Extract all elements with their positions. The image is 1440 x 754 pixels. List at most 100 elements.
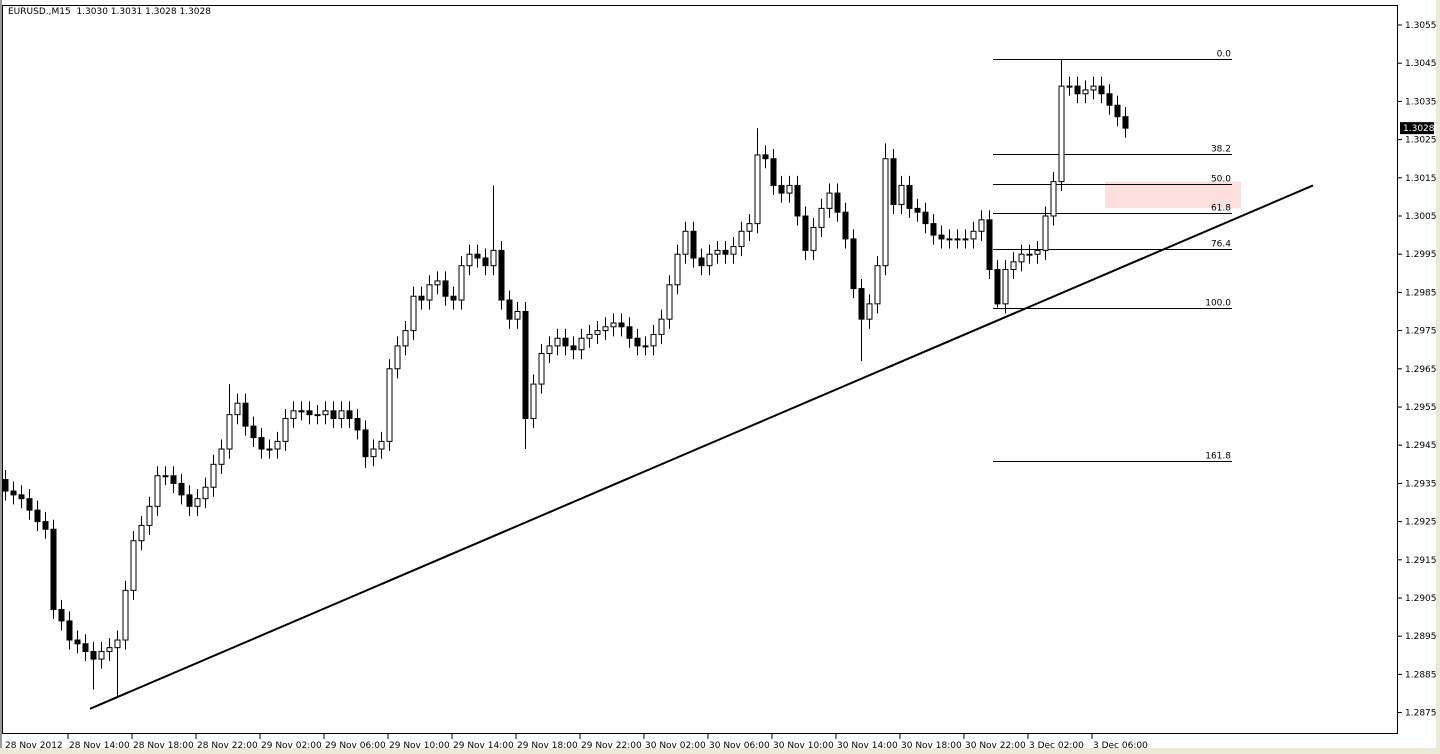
y-tick-label: 1.2895 bbox=[1405, 632, 1437, 642]
plot-frame bbox=[2, 5, 1398, 734]
candle bbox=[394, 336, 401, 379]
symbol-label: EURUSD.,M15 bbox=[8, 7, 71, 17]
candle-body-bear bbox=[842, 211, 849, 240]
candle bbox=[858, 279, 865, 362]
candle-body-bull bbox=[298, 410, 305, 413]
candle-body-bear bbox=[18, 494, 25, 500]
candle bbox=[810, 217, 817, 260]
x-tick-label: 3 Dec 06:00 bbox=[1093, 741, 1148, 751]
candle bbox=[690, 221, 697, 268]
candle bbox=[1042, 206, 1049, 260]
candle bbox=[834, 183, 841, 222]
x-tick-label: 29 Nov 22:00 bbox=[581, 741, 642, 751]
candle-body-bull bbox=[1042, 215, 1049, 251]
candle-body-bear bbox=[306, 410, 313, 416]
candle bbox=[498, 240, 505, 310]
candle-body-bull bbox=[874, 265, 881, 305]
candle bbox=[106, 638, 113, 662]
candle bbox=[626, 317, 633, 348]
candle bbox=[458, 256, 465, 310]
candle bbox=[354, 408, 361, 440]
candle-body-bull bbox=[314, 414, 321, 417]
candle bbox=[674, 244, 681, 295]
candle-body-bull bbox=[530, 383, 537, 419]
candle bbox=[666, 275, 673, 329]
candle-body-bear bbox=[354, 417, 361, 431]
candle-body-bear bbox=[506, 299, 513, 320]
y-tick-label: 1.2875 bbox=[1405, 709, 1437, 719]
candle bbox=[1002, 259, 1009, 314]
candle-body-bear bbox=[10, 490, 17, 496]
candle-body-bull bbox=[962, 238, 969, 241]
candle bbox=[514, 301, 521, 329]
candle-body-bear bbox=[66, 620, 73, 641]
x-tick-label: 30 Nov 22:00 bbox=[965, 741, 1026, 751]
y-tick-label: 1.3015 bbox=[1405, 174, 1437, 184]
candle bbox=[1082, 80, 1089, 104]
candle-body-bull bbox=[682, 230, 689, 255]
candle bbox=[450, 286, 457, 310]
candle bbox=[114, 630, 121, 698]
candle-body-bull bbox=[370, 448, 377, 458]
candle bbox=[658, 309, 665, 344]
candle bbox=[938, 225, 945, 249]
candle bbox=[1026, 244, 1033, 264]
candle bbox=[242, 393, 249, 436]
fib-zone-highlight bbox=[1105, 181, 1241, 209]
candle-body-bear bbox=[418, 295, 425, 301]
candle-body-bull bbox=[602, 326, 609, 332]
y-tick-label: 1.2965 bbox=[1405, 365, 1437, 375]
candle bbox=[922, 202, 929, 234]
candle bbox=[178, 473, 185, 505]
candle bbox=[50, 519, 57, 620]
candle-body-bear bbox=[986, 219, 993, 270]
chart-title: EURUSD.,M15 1.3030 1.3031 1.3028 1.3028 bbox=[8, 7, 211, 17]
candle-body-bull bbox=[1034, 249, 1041, 255]
candle bbox=[898, 175, 905, 215]
candle-body-bull bbox=[1082, 89, 1089, 95]
candle bbox=[946, 229, 953, 249]
candle-body-bear bbox=[690, 230, 697, 259]
candle bbox=[794, 175, 801, 226]
candle-body-bull bbox=[426, 284, 433, 301]
candle bbox=[82, 634, 89, 662]
candle-body-bear bbox=[1106, 93, 1113, 106]
candle bbox=[786, 175, 793, 203]
y-tick-label: 1.2955 bbox=[1405, 403, 1437, 413]
candle-body-bear bbox=[242, 402, 249, 427]
x-tick-label: 29 Nov 02:00 bbox=[261, 741, 322, 751]
candle bbox=[442, 271, 449, 306]
candle bbox=[842, 202, 849, 249]
candle-body-bull bbox=[586, 333, 593, 339]
y-tick-label: 1.2885 bbox=[1405, 670, 1437, 680]
candle bbox=[738, 221, 745, 257]
candle bbox=[1114, 95, 1121, 127]
candle-body-bull bbox=[266, 448, 273, 451]
candle bbox=[770, 149, 777, 195]
candle-body-bull bbox=[866, 303, 873, 320]
candle bbox=[954, 229, 961, 249]
candle bbox=[2, 470, 9, 501]
candle-body-bull bbox=[714, 249, 721, 255]
candle bbox=[1050, 172, 1057, 226]
candle-body-bull bbox=[490, 249, 497, 267]
x-tick-label: 28 Nov 18:00 bbox=[133, 741, 194, 751]
candle bbox=[10, 481, 17, 505]
candle bbox=[818, 198, 825, 238]
candle-body-bear bbox=[482, 257, 489, 267]
candle-body-bull bbox=[658, 318, 665, 335]
fib-level-label: 38.2 bbox=[1211, 145, 1231, 155]
candle bbox=[466, 244, 473, 276]
candle bbox=[714, 240, 721, 264]
candle-body-bear bbox=[474, 253, 481, 259]
candle bbox=[378, 431, 385, 459]
candle bbox=[970, 221, 977, 249]
y-tick-label: 1.2985 bbox=[1405, 288, 1437, 298]
candle-body-bull bbox=[754, 154, 761, 225]
candle-body-bull bbox=[1090, 85, 1097, 91]
candle-body-bear bbox=[634, 337, 641, 347]
candle-body-bull bbox=[130, 540, 137, 591]
candle bbox=[850, 229, 857, 299]
candle-body-bear bbox=[58, 608, 65, 622]
